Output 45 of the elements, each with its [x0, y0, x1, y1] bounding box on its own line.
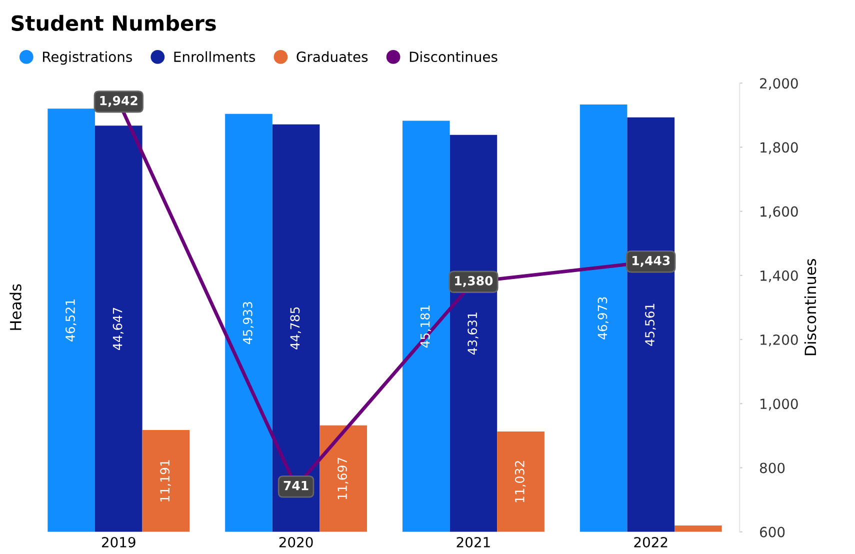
bar	[402, 120, 450, 532]
legend-label: Graduates	[296, 51, 368, 62]
bar	[272, 124, 320, 532]
bar	[320, 425, 368, 532]
bar	[94, 126, 142, 532]
x-tick-label: 2021	[456, 536, 490, 548]
legend-label: Discontinues	[410, 51, 498, 62]
data-label: 45,181	[420, 306, 432, 348]
bar	[142, 430, 190, 532]
bar	[580, 104, 628, 532]
data-label: 1,380	[455, 276, 493, 288]
y-axis-title: Heads	[10, 284, 22, 330]
x-tick-label: 2020	[279, 536, 313, 548]
bar	[225, 114, 272, 532]
bar	[627, 117, 675, 532]
text: 1,400	[760, 270, 798, 282]
text: 600	[760, 526, 785, 538]
y2-axis-title: Discontinues	[804, 259, 816, 356]
text: 1,800	[760, 142, 798, 154]
data-label: 1,443	[632, 256, 670, 267]
x-tick-label: 2019	[102, 536, 136, 548]
data-label: 46,973	[598, 297, 608, 340]
text: 800	[760, 462, 785, 474]
text: 2,000	[760, 78, 798, 90]
legend-label: Registrations	[43, 51, 132, 65]
bar	[450, 134, 498, 532]
x-tick-label: 2022	[634, 536, 668, 548]
data-label: 46,521	[65, 299, 76, 342]
data-label: 11,191	[160, 460, 171, 502]
text: 1,600	[760, 206, 798, 218]
text: 1,200	[760, 334, 798, 346]
data-label: 1,942	[100, 96, 138, 107]
chart-title: Student Numbers	[12, 14, 216, 31]
data-label: 44,785	[290, 307, 301, 350]
text: 1,000	[760, 398, 798, 411]
data-label: 11,697	[338, 458, 348, 500]
legend-label: Enrollments	[174, 51, 256, 62]
data-label: 45,561	[645, 304, 656, 346]
bar	[674, 525, 722, 532]
bar	[48, 108, 95, 532]
bar	[497, 431, 544, 532]
data-label: 45,933	[242, 302, 254, 344]
data-label: 44,647	[112, 308, 124, 350]
data-label: 43,631	[468, 312, 478, 355]
data-label: 11,032	[514, 461, 526, 502]
